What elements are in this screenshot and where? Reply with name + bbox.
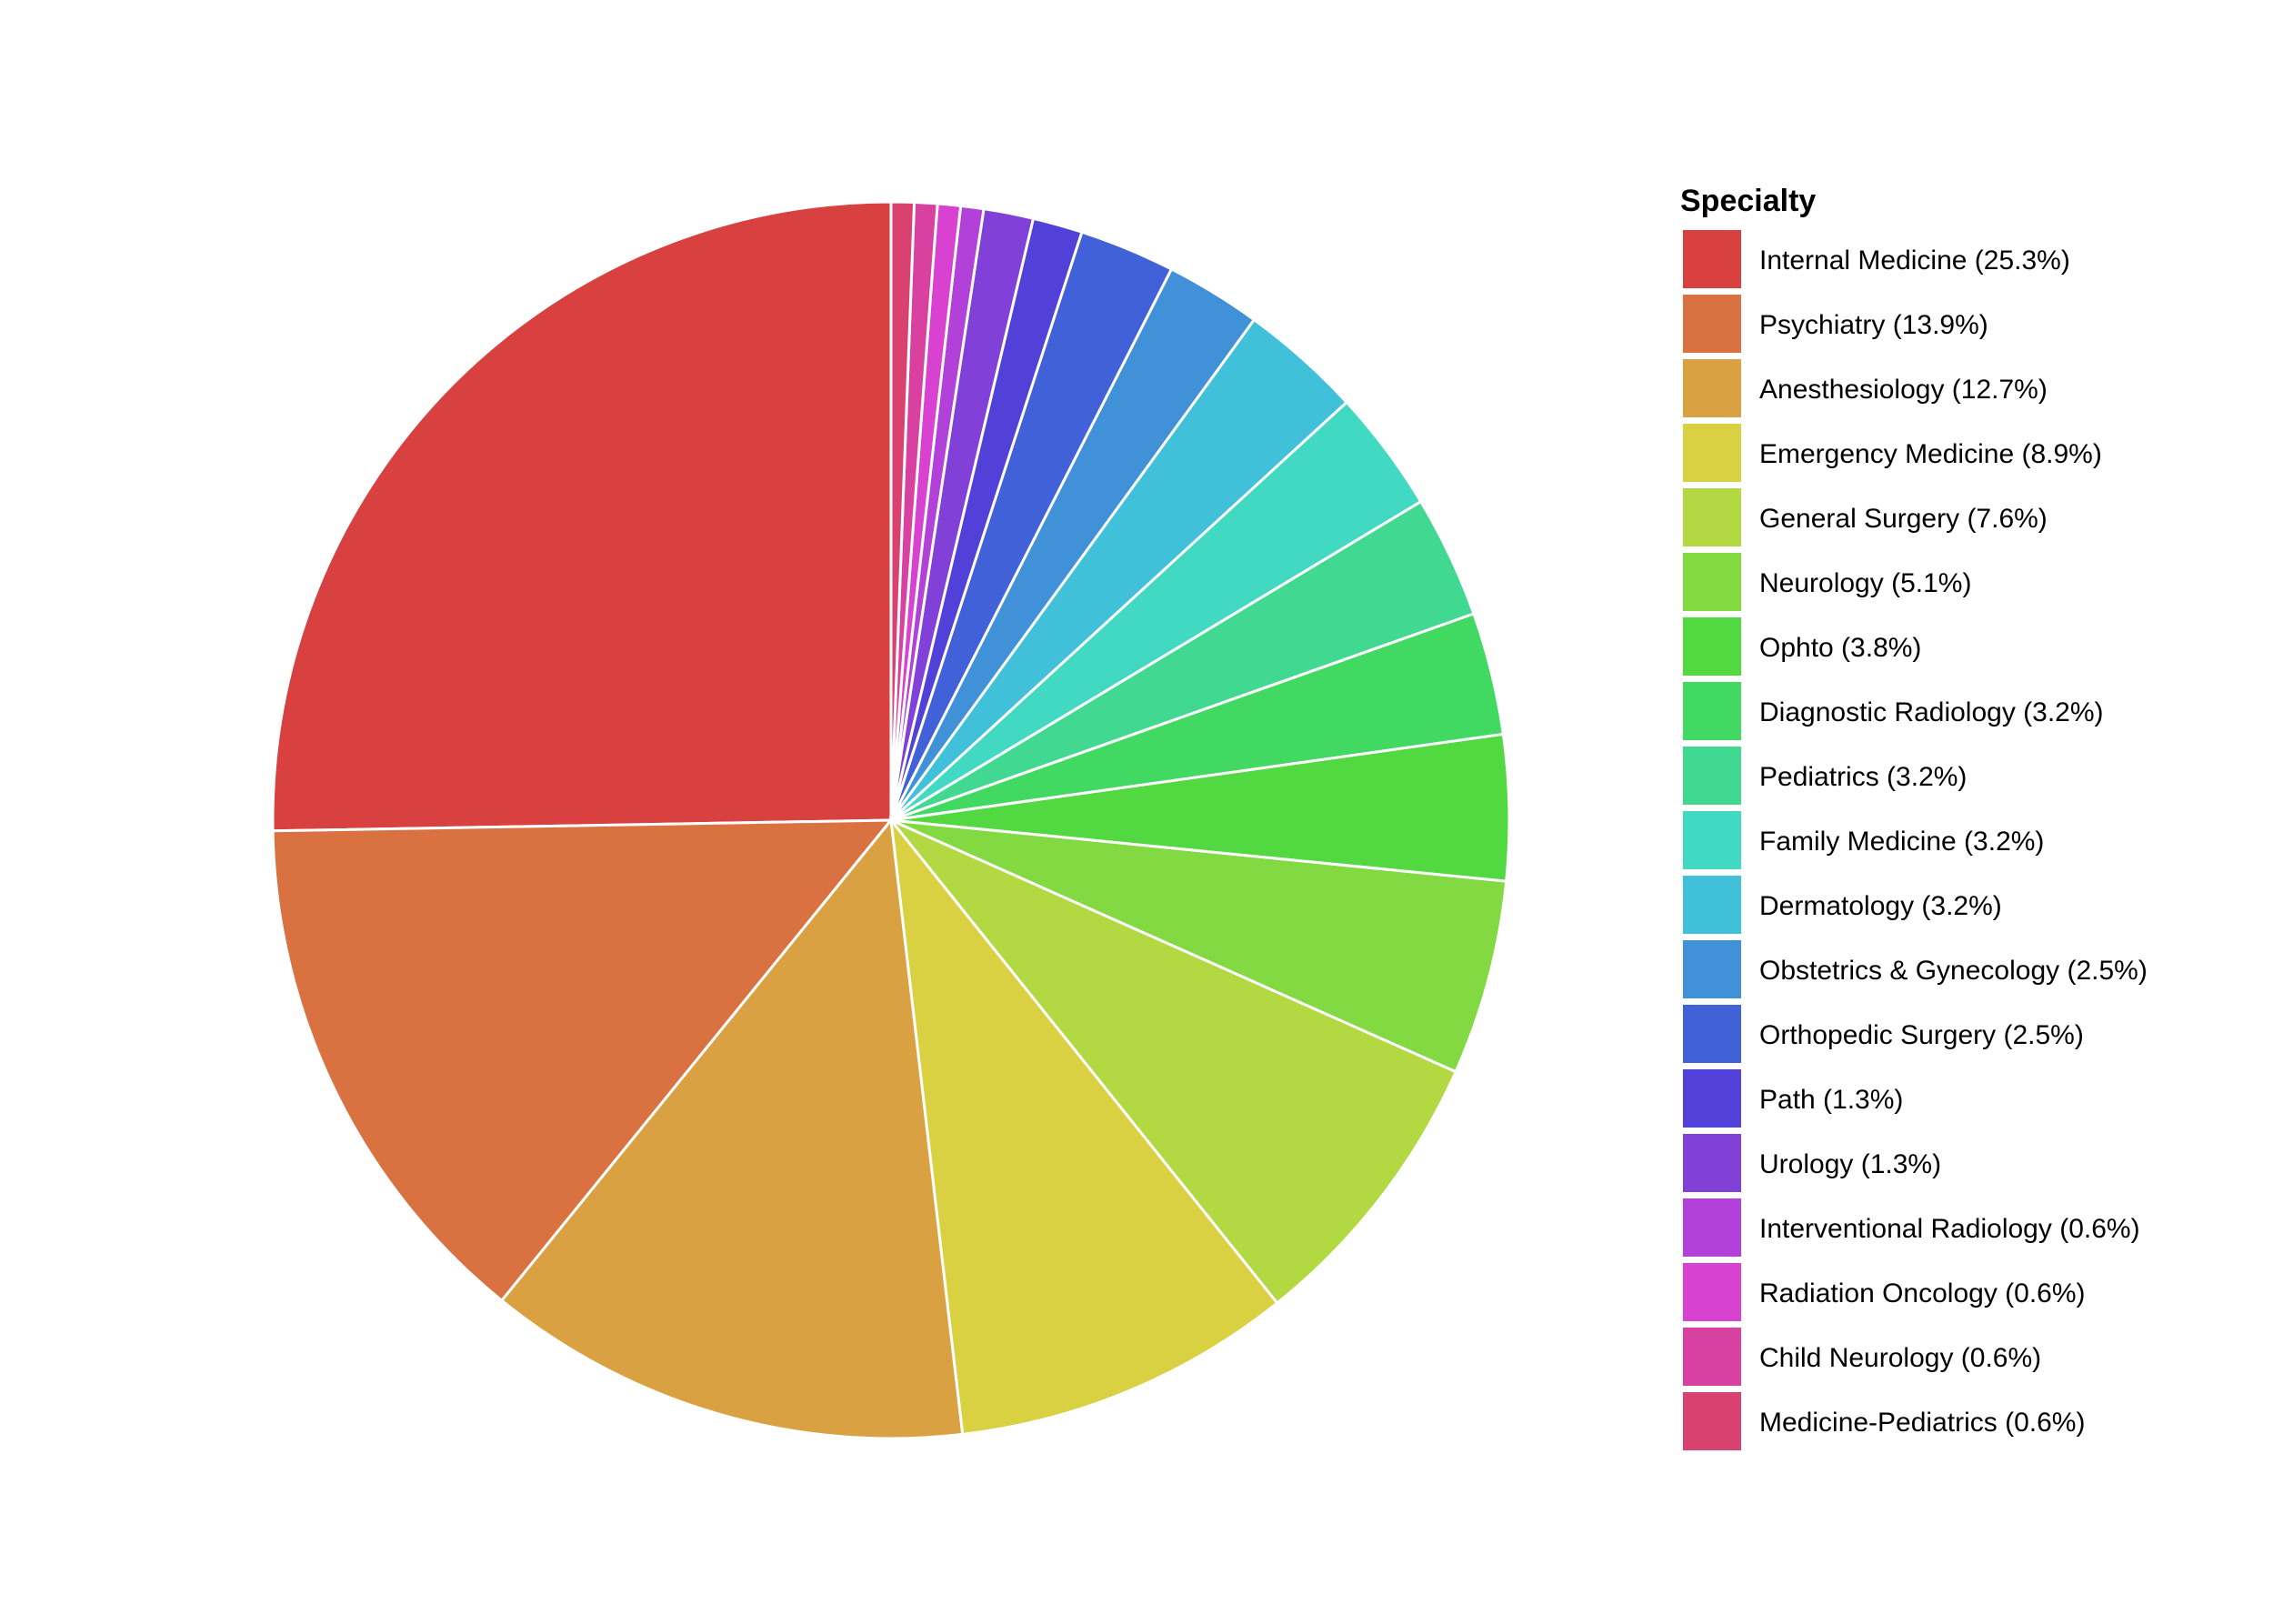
legend-item: Diagnostic Radiology (3.2%): [1683, 682, 2104, 740]
legend-item: Family Medicine (3.2%): [1683, 811, 2044, 869]
legend-title: Specialty: [1680, 184, 1816, 218]
pie-slices: [271, 200, 1511, 1440]
legend-swatch: [1683, 424, 1741, 482]
pie-slice: [888, 815, 1279, 1437]
legend-label: Dermatology (3.2%): [1759, 891, 2002, 921]
legend-label: Medicine-Pediatrics (0.6%): [1759, 1408, 2085, 1438]
legend-label: Child Neurology (0.6%): [1759, 1343, 2041, 1373]
legend-swatch: [1683, 1069, 1741, 1128]
pie-slice: [271, 200, 893, 833]
legend-item: Anesthesiology (12.7%): [1683, 359, 2048, 417]
legend-swatch: [1683, 1263, 1741, 1321]
legend-label: Ophto (3.8%): [1759, 633, 1921, 663]
legend-items: Internal Medicine (25.3%) Psychiatry (13.…: [1683, 230, 2148, 1450]
legend-item: Psychiatry (13.9%): [1683, 295, 1988, 353]
legend-swatch: [1683, 295, 1741, 353]
legend-item: Interventional Radiology (0.6%): [1683, 1198, 2140, 1257]
pie-slice: [271, 818, 895, 1303]
legend-swatch: [1683, 1005, 1741, 1063]
legend-item: Medicine-Pediatrics (0.6%): [1683, 1392, 2085, 1450]
legend-item: General Surgery (7.6%): [1683, 488, 2048, 546]
legend-label: Obstetrics & Gynecology (2.5%): [1759, 956, 2148, 986]
legend-item: Neurology (5.1%): [1683, 553, 1971, 611]
legend-item: Pediatrics (3.2%): [1683, 747, 1967, 805]
legend-swatch: [1683, 617, 1741, 676]
legend-item: Urology (1.3%): [1683, 1134, 1941, 1192]
legend-label: Family Medicine (3.2%): [1759, 827, 2044, 857]
legend-label: Diagnostic Radiology (3.2%): [1759, 697, 2104, 727]
legend-swatch: [1683, 1328, 1741, 1386]
legend-item: Ophto (3.8%): [1683, 617, 1921, 676]
legend-item: Path (1.3%): [1683, 1069, 1903, 1128]
legend-item: Internal Medicine (25.3%): [1683, 230, 2070, 288]
legend-swatch: [1683, 488, 1741, 546]
pie-slice: [889, 818, 1458, 1306]
legend-item: Dermatology (3.2%): [1683, 876, 2002, 934]
legend-swatch: [1683, 1198, 1741, 1257]
legend-label: Psychiatry (13.9%): [1759, 310, 1988, 340]
legend-label: Neurology (5.1%): [1759, 568, 1971, 598]
legend-swatch: [1683, 811, 1741, 869]
legend-swatch: [1683, 1392, 1741, 1450]
legend-item: Emergency Medicine (8.9%): [1683, 424, 2102, 482]
legend-swatch: [1683, 1134, 1741, 1192]
pie-slice: [890, 818, 1508, 1074]
legend-item: Child Neurology (0.6%): [1683, 1328, 2041, 1386]
legend-label: Anesthesiology (12.7%): [1759, 375, 2048, 405]
legend-label: Pediatrics (3.2%): [1759, 762, 1967, 792]
legend-label: Urology (1.3%): [1759, 1149, 1941, 1179]
legend-swatch: [1683, 553, 1741, 611]
legend-label: Interventional Radiology (0.6%): [1759, 1214, 2140, 1244]
legend-label: Path (1.3%): [1759, 1085, 1903, 1115]
legend-item: Radiation Oncology (0.6%): [1683, 1263, 2086, 1321]
legend-label: Internal Medicine (25.3%): [1759, 246, 2070, 276]
legend-swatch: [1683, 747, 1741, 805]
legend-label: Radiation Oncology (0.6%): [1759, 1278, 2086, 1308]
legend-label: General Surgery (7.6%): [1759, 504, 2048, 534]
legend-swatch: [1683, 940, 1741, 998]
legend: Specialty Internal Medicine (25.3%) Psych…: [1680, 184, 2148, 1450]
legend-label: Orthopedic Surgery (2.5%): [1759, 1020, 2084, 1050]
legend-swatch: [1683, 230, 1741, 288]
legend-label: Emergency Medicine (8.9%): [1759, 439, 2102, 469]
pie-slice: [499, 817, 965, 1440]
legend-item: Obstetrics & Gynecology (2.5%): [1683, 940, 2148, 998]
legend-item: Orthopedic Surgery (2.5%): [1683, 1005, 2084, 1063]
pie-slice: [889, 200, 916, 821]
legend-swatch: [1683, 876, 1741, 934]
legend-swatch: [1683, 682, 1741, 740]
legend-swatch: [1683, 359, 1741, 417]
